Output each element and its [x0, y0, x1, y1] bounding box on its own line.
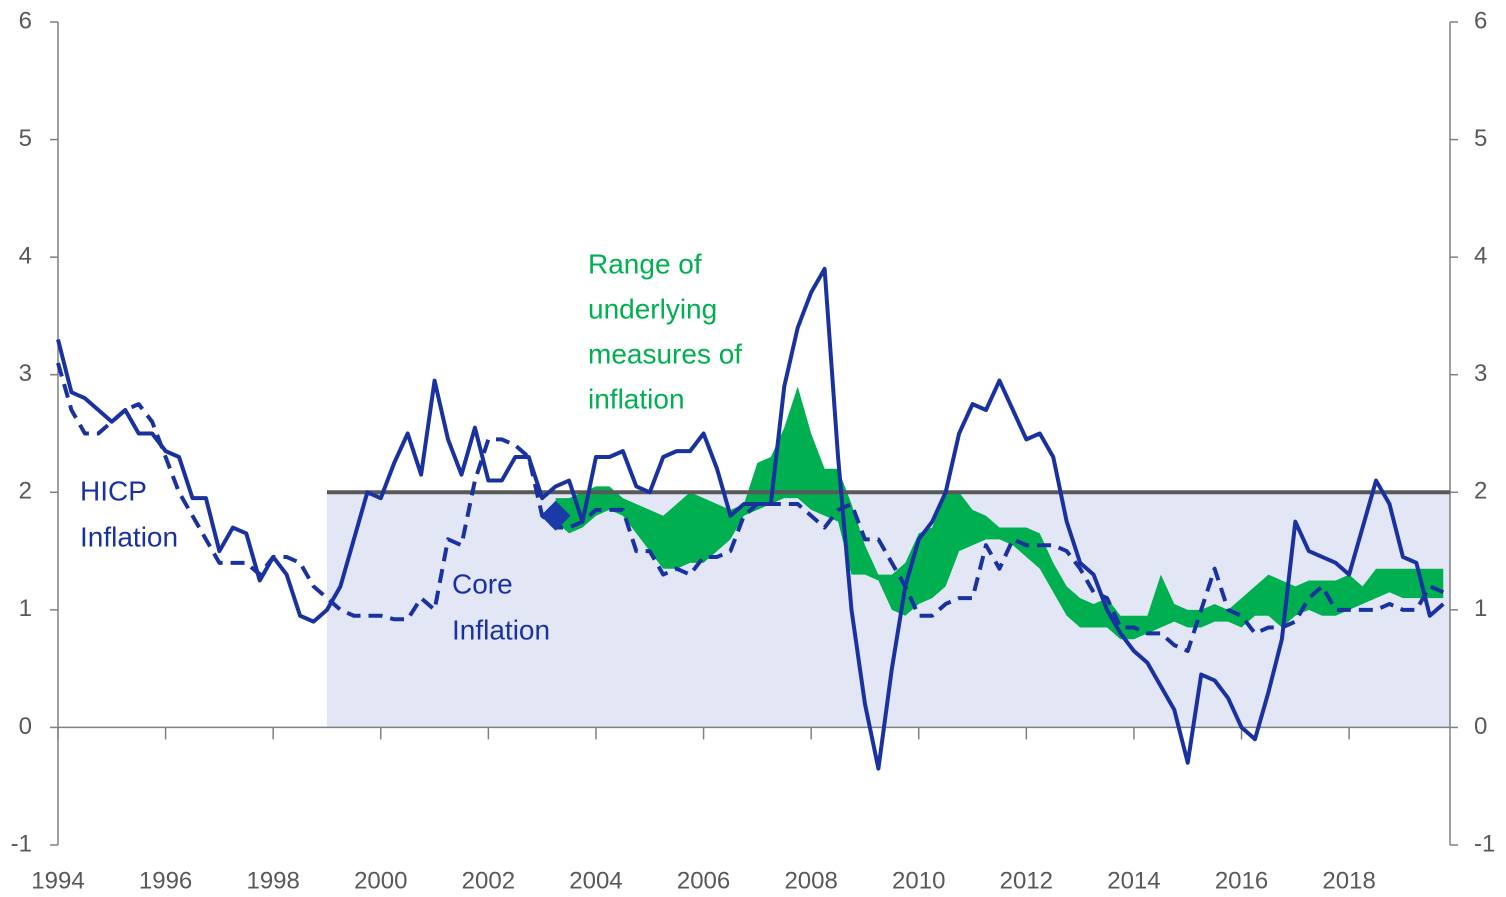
- annotation: Range of: [588, 248, 702, 279]
- x-tick-label: 2012: [1000, 867, 1053, 894]
- y-tick-label: 6: [19, 7, 32, 34]
- x-tick-label: 2000: [354, 867, 407, 894]
- y-tick-label: 3: [19, 360, 32, 387]
- y2-tick-label: 3: [1474, 360, 1487, 387]
- annotation: Core: [452, 568, 513, 599]
- y2-tick-label: 4: [1474, 242, 1487, 269]
- core-line: [56, 362, 1445, 654]
- y-tick-label: 5: [19, 125, 32, 152]
- x-tick-label: 2016: [1215, 867, 1268, 894]
- annotation: inflation: [588, 383, 685, 414]
- x-tick-label: 2002: [462, 867, 515, 894]
- x-tick-label: 2014: [1107, 867, 1160, 894]
- y-tick-label: -1: [11, 830, 32, 857]
- x-tick-label: 2010: [892, 867, 945, 894]
- y-tick-label: 2: [19, 478, 32, 505]
- hicp-line: [56, 266, 1445, 771]
- y2-tick-label: 5: [1474, 125, 1487, 152]
- annotation: HICP: [80, 475, 147, 506]
- y2-tick-label: -1: [1474, 830, 1495, 857]
- x-tick-label: 2006: [677, 867, 730, 894]
- x-tick-label: 1994: [31, 867, 84, 894]
- x-tick-label: 1998: [246, 867, 299, 894]
- y-tick-label: 0: [19, 713, 32, 740]
- y-tick-label: 1: [19, 595, 32, 622]
- x-tick-label: 2008: [784, 867, 837, 894]
- annotation: measures of: [588, 338, 742, 369]
- x-tick-label: 2004: [569, 867, 622, 894]
- y-tick-label: 4: [19, 242, 32, 269]
- y2-tick-label: 1: [1474, 595, 1487, 622]
- y2-tick-label: 2: [1474, 478, 1487, 505]
- x-tick-label: 2018: [1322, 867, 1375, 894]
- x-tick-label: 1996: [139, 867, 192, 894]
- y2-tick-label: 6: [1474, 7, 1487, 34]
- marker: [540, 500, 571, 531]
- y2-tick-label: 0: [1474, 713, 1487, 740]
- annotation: Inflation: [452, 614, 550, 645]
- annotation: underlying: [588, 293, 717, 324]
- annotation: Inflation: [80, 521, 178, 552]
